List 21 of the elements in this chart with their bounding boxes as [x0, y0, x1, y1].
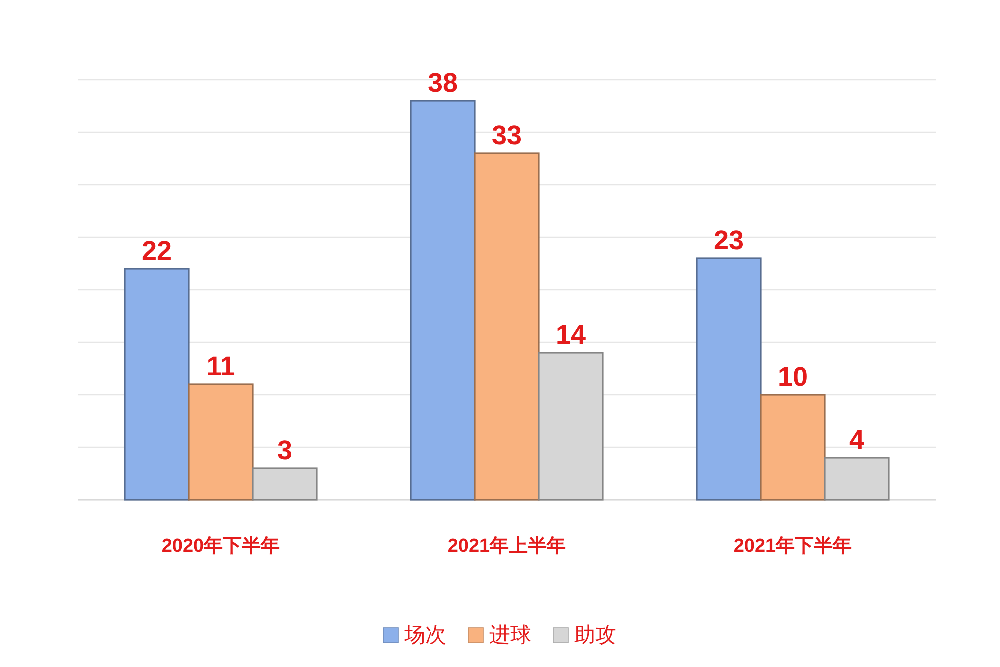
- data-label: 23: [714, 226, 744, 256]
- data-label: 22: [142, 236, 172, 266]
- data-label: 3: [277, 436, 293, 466]
- data-label: 38: [428, 68, 458, 98]
- legend-label: 进球: [490, 624, 532, 647]
- data-label: 14: [556, 320, 586, 350]
- bar: [696, 258, 762, 501]
- data-label: 10: [778, 362, 808, 392]
- bar: [760, 394, 826, 501]
- bar: [410, 100, 476, 501]
- legend-label: 助攻: [574, 624, 616, 647]
- x-tick-label: 2021年下半年: [734, 535, 852, 557]
- bar: [474, 152, 540, 501]
- bar: [124, 268, 190, 501]
- x-tick-label: 2020年下半年: [162, 535, 280, 557]
- data-label: 4: [849, 425, 865, 455]
- x-tick-label: 2021年上半年: [448, 535, 566, 557]
- bar: [188, 384, 254, 501]
- legend-label: 场次: [404, 624, 446, 647]
- data-label: 33: [492, 120, 522, 150]
- data-label: 11: [206, 352, 236, 382]
